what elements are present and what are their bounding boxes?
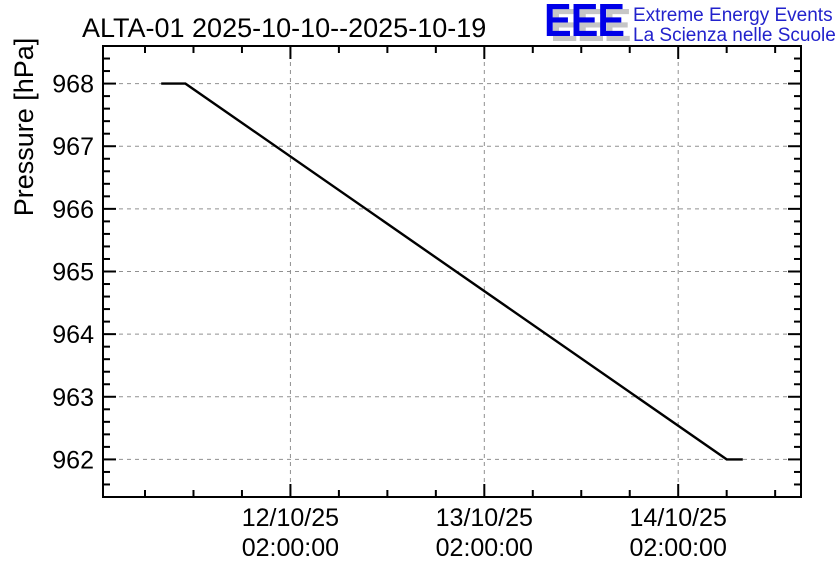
y-tick-label: 962 <box>52 446 94 474</box>
y-tick-label: 964 <box>52 321 94 349</box>
x-tick-label-date: 13/10/25 <box>436 504 533 532</box>
y-tick-label: 966 <box>52 196 94 224</box>
x-tick-label-time: 02:00:00 <box>436 534 533 562</box>
x-tick-label-time: 02:00:00 <box>630 534 727 562</box>
y-tick-label: 963 <box>52 384 94 412</box>
eee-logo-acronym: EEE <box>544 0 625 46</box>
x-tick-label-date: 14/10/25 <box>630 504 727 532</box>
eee-logo-tagline: Extreme Energy Events La Scienza nelle S… <box>633 6 836 46</box>
x-tick-label-time: 02:00:00 <box>242 534 339 562</box>
eee-tagline-line1: Extreme Energy Events <box>633 5 833 26</box>
x-tick-label-date: 12/10/25 <box>242 504 339 532</box>
y-axis-title: Pressure [hPa] <box>9 38 39 217</box>
eee-tagline-line2: La Scienza nelle Scuole <box>633 25 836 46</box>
y-tick-label: 968 <box>52 71 94 99</box>
y-tick-label: 965 <box>52 259 94 287</box>
y-tick-label: 967 <box>52 133 94 161</box>
pressure-series-line <box>161 82 743 461</box>
eee-logo: EEE <box>544 0 633 46</box>
chart-title: ALTA-01 2025-10-10--2025-10-19 <box>82 13 487 43</box>
